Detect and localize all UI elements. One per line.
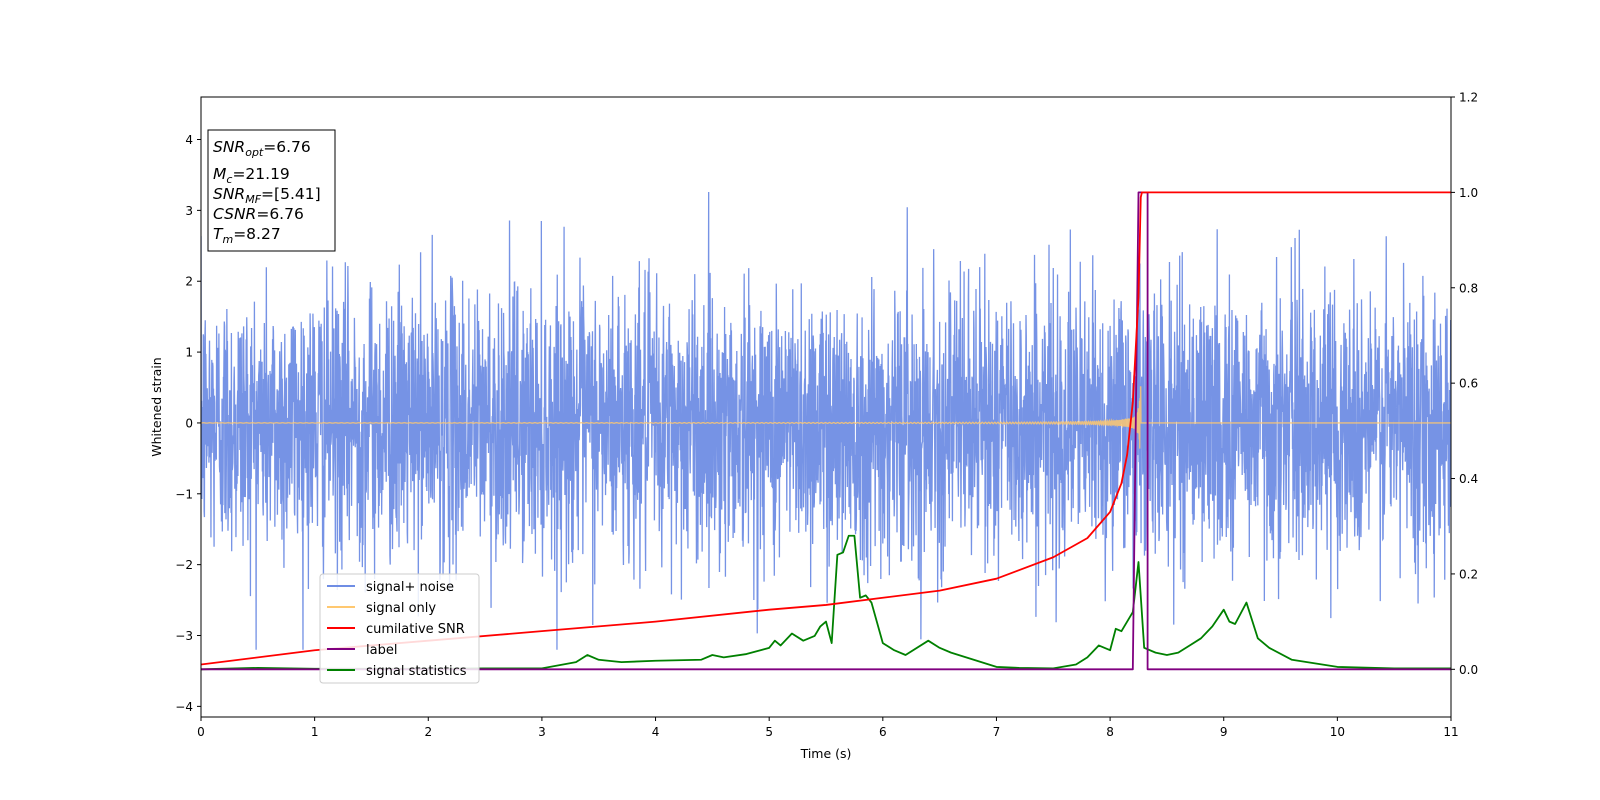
x-tick-label: 0 xyxy=(197,725,205,739)
legend-entry-label: cumilative SNR xyxy=(366,622,465,637)
plot-frame xyxy=(200,96,1452,718)
series-cumulative-snr xyxy=(201,191,1451,666)
legend-frame xyxy=(319,573,480,684)
y-right-tick-label: 1.0 xyxy=(1459,186,1478,200)
y-left-tick-label: 1 xyxy=(185,346,193,360)
x-tick-label: 1 xyxy=(311,725,319,739)
annotation-line: Mc=21.19 xyxy=(213,165,290,186)
y-right-tick-label: 0.2 xyxy=(1459,567,1478,581)
legend-entry-label: signal statistics xyxy=(366,664,467,679)
annotation-line: Tm=8.27 xyxy=(213,225,281,246)
y-right-tick-label: 0.6 xyxy=(1459,377,1478,391)
annotation-box: SNRopt=6.76 Mc=21.19SNRMF=[5.41]CSNR=6.76… xyxy=(207,129,336,252)
x-tick-label: 11 xyxy=(1443,725,1458,739)
y-right-tick-label: 0.0 xyxy=(1459,663,1478,677)
x-tick-label: 10 xyxy=(1330,725,1345,739)
y-left-tick-label: −4 xyxy=(175,700,193,714)
y-left-tick-label: −3 xyxy=(175,629,193,643)
y-left-tick-label: 3 xyxy=(185,204,193,218)
x-tick-label: 5 xyxy=(765,725,773,739)
legend-entry-label: label xyxy=(366,643,397,658)
axes-ticks: 0 1 2 3 4 5 6 7 8 9 10 11 −4 −3 −2 −1 0 1 2 3 4 0.0 0.2 0.4 0.6 0… xyxy=(175,91,1478,740)
legend-entry-label: signal only xyxy=(366,601,436,616)
x-tick-label: 3 xyxy=(538,725,546,739)
x-axis-label: Time (s) xyxy=(800,746,852,761)
x-tick-label: 8 xyxy=(1106,725,1114,739)
x-tick-label: 2 xyxy=(424,725,432,739)
series-signal-only xyxy=(201,386,1451,449)
x-tick-label: 7 xyxy=(993,725,1001,739)
series-signal-statistics xyxy=(201,534,1451,671)
plot-area xyxy=(201,191,1451,671)
y-left-tick-label: 0 xyxy=(185,416,193,430)
x-tick-label: 9 xyxy=(1220,725,1228,739)
y-left-tick-label: 4 xyxy=(185,133,193,147)
y-axis-label: Whitened strain xyxy=(149,357,164,456)
legend-entry-label: signal+ noise xyxy=(366,580,454,595)
x-tick-label: 6 xyxy=(879,725,887,739)
y-right-tick-label: 0.4 xyxy=(1459,472,1478,486)
annotation-line: SNRMF=[5.41] xyxy=(213,185,321,206)
x-tick-label: 4 xyxy=(652,725,660,739)
y-left-tick-label: −1 xyxy=(175,487,193,501)
annotation-frame xyxy=(207,129,336,252)
annotation-line: CSNR=6.76 xyxy=(213,205,304,223)
y-right-tick-label: 0.8 xyxy=(1459,281,1478,295)
legend: signal+ noise signal only cumilative SNR la… xyxy=(319,573,480,684)
y-left-tick-label: 2 xyxy=(185,275,193,289)
y-right-tick-label: 1.2 xyxy=(1459,91,1478,105)
annotation-line: SNRopt=6.76 xyxy=(213,138,311,159)
y-left-tick-label: −2 xyxy=(175,558,193,572)
